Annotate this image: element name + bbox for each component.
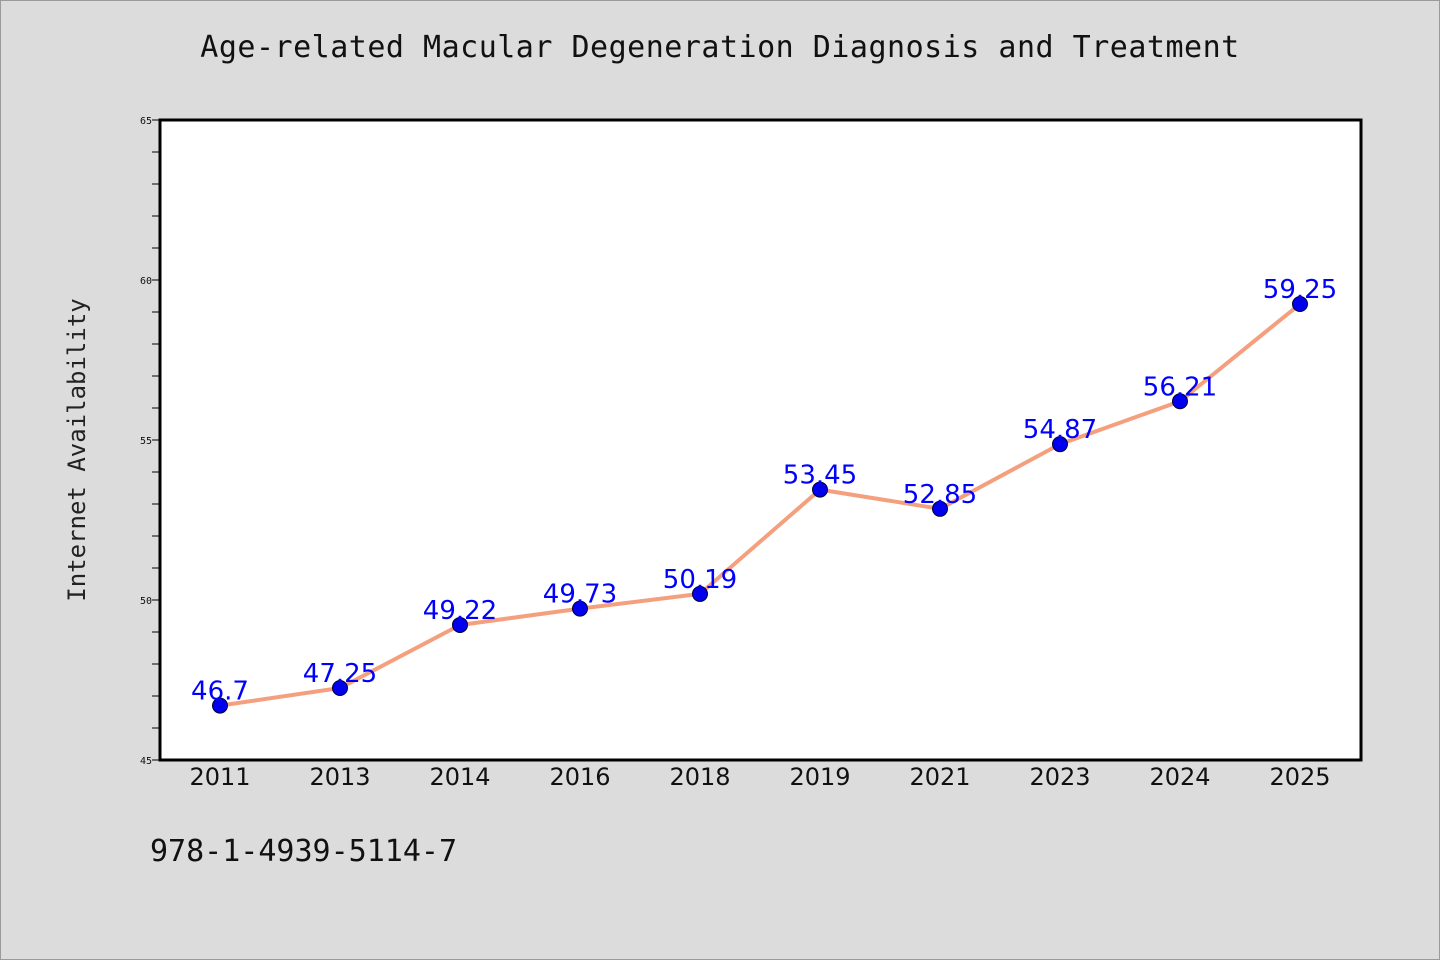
x-tick-label: 2011 (189, 763, 250, 791)
y-tick-label: 50 (140, 596, 152, 607)
data-label: 47.25 (303, 659, 377, 689)
data-label: 59.25 (1263, 275, 1337, 305)
x-tick-label: 2013 (309, 763, 370, 791)
x-tick-label: 2023 (1029, 763, 1090, 791)
data-point (1292, 296, 1308, 312)
data-labels: 46.7 47.25 49.22 49.73 50.19 53.45 52.85 54.87 5… (191, 275, 1337, 707)
data-point (1052, 436, 1068, 453)
chart-title: Age-related Macular Degeneration Diagnos… (200, 30, 1240, 65)
plot-area (158, 118, 1363, 762)
y-tick-label: 45 (140, 756, 152, 767)
data-label: 50.19 (663, 565, 737, 595)
y-axis: 45 50 55 60 65 (140, 116, 160, 767)
x-tick-label: 2025 (1269, 763, 1330, 791)
data-label: 53.45 (783, 461, 857, 491)
data-point (1172, 393, 1188, 410)
data-point (812, 481, 828, 498)
data-point (572, 600, 588, 617)
footnote-isbn: 978-1-4939-5114-7 (150, 834, 458, 869)
data-label: 49.22 (423, 596, 497, 626)
data-point (932, 500, 948, 517)
x-tick-label: 2019 (789, 763, 850, 791)
x-tick-label: 2018 (669, 763, 730, 791)
data-label: 56.21 (1143, 372, 1217, 402)
series-markers (212, 296, 1308, 714)
data-point (212, 697, 228, 714)
y-tick-label: 60 (140, 276, 152, 287)
data-label: 52.85 (903, 480, 977, 510)
x-axis: 2011 2013 2014 2016 2018 2019 2021 2023 2024 2025 (189, 763, 1330, 791)
series-line (219, 302, 1302, 708)
data-point (692, 585, 708, 602)
x-tick-label: 2021 (909, 763, 970, 791)
data-point (332, 680, 348, 696)
y-tick-label: 55 (140, 436, 152, 447)
y-tick-label: 65 (140, 116, 152, 127)
data-point (452, 616, 468, 633)
x-tick-label: 2024 (1149, 763, 1210, 791)
data-label: 54.87 (1023, 415, 1097, 445)
data-label: 49.73 (543, 580, 617, 610)
x-tick-label: 2016 (549, 763, 610, 791)
x-tick-label: 2014 (429, 763, 490, 791)
data-label: 46.7 (191, 677, 249, 707)
